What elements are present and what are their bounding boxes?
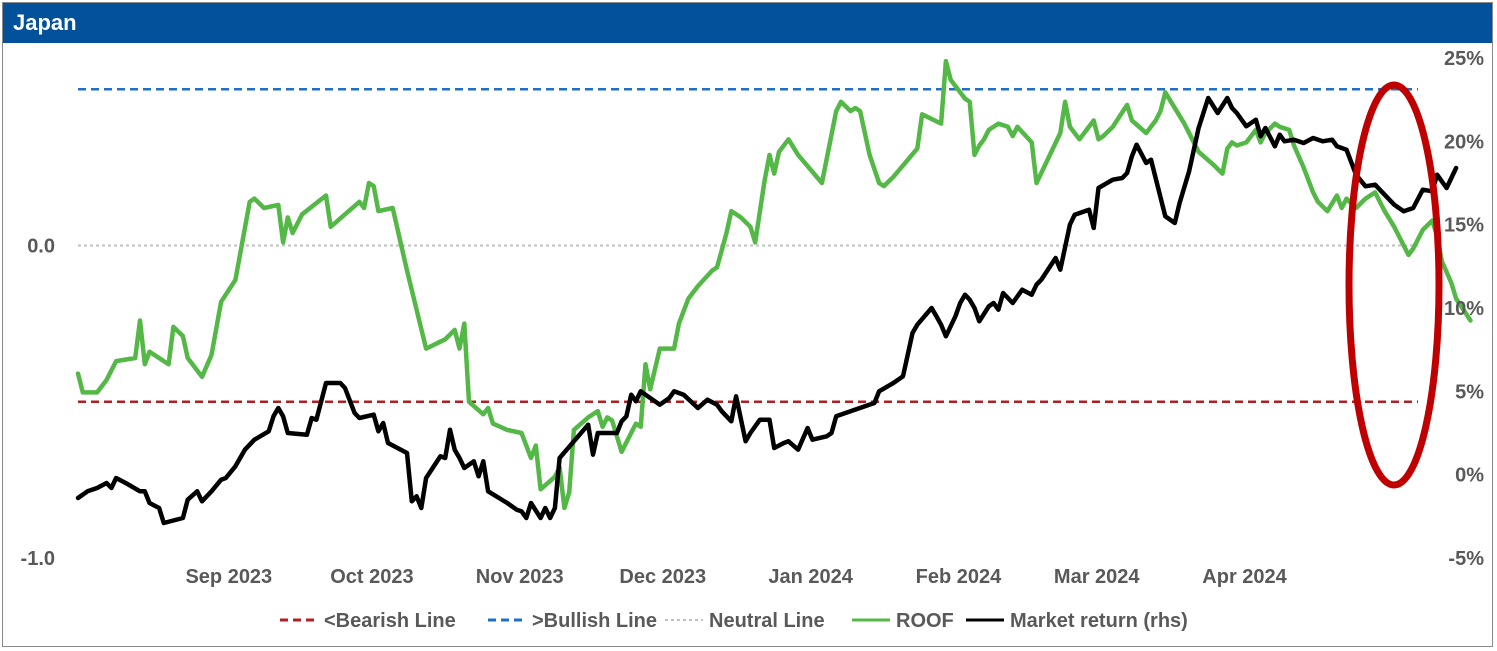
x-tick-label: Sep 2023 — [185, 566, 272, 588]
series-line-market-return — [75, 95, 1459, 526]
legend-label: ROOF — [896, 610, 954, 632]
x-axis: Sep 2023 Oct 2023 Nov 2023 Dec 2023 Jan 2024… — [185, 566, 1287, 588]
x-tick-label: Dec 2023 — [619, 566, 706, 588]
legend-label: Market return (rhs) — [1010, 610, 1188, 632]
legend-label: <Bearish Line — [324, 610, 456, 632]
right-axis: 25% 20% 15% 10% 5% 0% -5% — [1444, 48, 1484, 570]
y-right-tick-label: 20% — [1444, 131, 1484, 153]
y-right-tick-label: 0% — [1455, 465, 1484, 487]
legend-label: Neutral Line — [709, 610, 825, 632]
x-tick-label: Mar 2024 — [1054, 566, 1140, 588]
legend-label: >Bullish Line — [532, 610, 657, 632]
y-right-tick-label: 5% — [1455, 381, 1484, 403]
x-tick-label: Oct 2023 — [330, 566, 413, 588]
chart-header: Japan — [3, 3, 1492, 43]
series-line-roof — [75, 58, 1473, 511]
left-axis: 0.0 -1.0 — [21, 236, 55, 571]
reference-lines — [78, 88, 1418, 403]
y-right-tick-label: 15% — [1444, 215, 1484, 237]
x-tick-label: Nov 2023 — [476, 566, 564, 588]
y-right-tick-label: -5% — [1448, 548, 1484, 570]
y-left-tick-label: -1.0 — [21, 548, 55, 570]
y-right-tick-label: 10% — [1444, 298, 1484, 320]
x-tick-label: Jan 2024 — [768, 566, 853, 588]
x-tick-label: Apr 2024 — [1202, 566, 1287, 588]
series-lines — [75, 58, 1473, 526]
x-tick-label: Feb 2024 — [916, 566, 1002, 588]
chart-title: Japan — [13, 10, 77, 35]
highlight-ellipse — [1345, 81, 1443, 489]
legend: <Bearish Line >Bullish Line Neutral Line RO… — [280, 610, 1188, 632]
y-right-tick-label: 25% — [1444, 48, 1484, 70]
y-left-tick-label: 0.0 — [27, 236, 55, 258]
highlight-annotation — [1345, 81, 1443, 489]
